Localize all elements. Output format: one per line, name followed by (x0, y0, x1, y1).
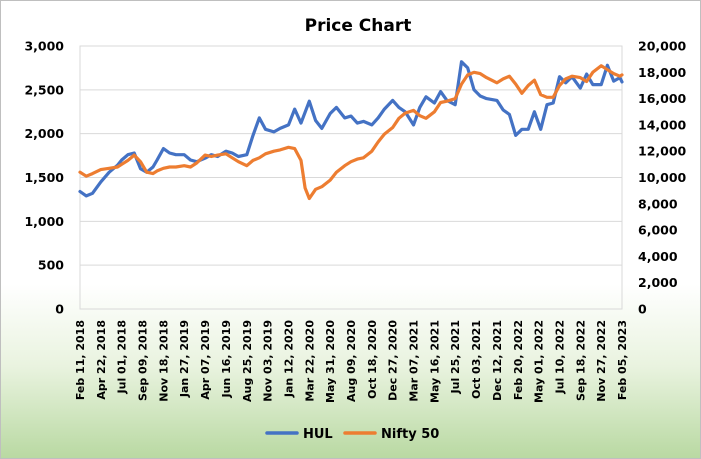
y-left-tick-label: 1,000 (24, 214, 64, 229)
y-left-tick-label: 1,500 (24, 170, 64, 185)
legend-label: Nifty 50 (381, 427, 439, 442)
y-left-tick-label: 2,500 (24, 82, 64, 97)
y-right-tick-label: 12,000 (638, 144, 687, 159)
x-tick-label: Oct 03, 2021 (470, 320, 483, 399)
x-tick-label: Nov 03, 2019 (262, 320, 275, 402)
x-tick-label: Jul 25, 2021 (449, 320, 462, 394)
x-tick-label: Jun 16, 2019 (220, 320, 233, 399)
x-tick-label: Sep 09, 2018 (137, 320, 150, 401)
y-left-tick-label: 2,000 (24, 126, 64, 141)
x-tick-label: Jan 27, 2019 (178, 320, 191, 398)
y-right-tick-label: 8,000 (638, 196, 678, 211)
y-right-tick-label: 10,000 (638, 170, 687, 185)
x-tick-label: May 01, 2022 (533, 320, 546, 403)
x-tick-label: Aug 25, 2019 (241, 320, 254, 402)
x-tick-label: Jan 12, 2020 (282, 320, 295, 398)
x-tick-label: Dec 27, 2020 (387, 320, 400, 401)
y-right-tick-label: 14,000 (638, 117, 687, 132)
series-line-nifty-50 (78, 64, 624, 201)
y-right-tick-label: 2,000 (638, 275, 678, 290)
x-tick-label: Apr 22, 2018 (95, 320, 108, 400)
x-tick-label: Nov 18, 2018 (157, 320, 170, 402)
y-right-tick-label: 0 (638, 302, 647, 317)
y-left-tick-label: 3,000 (24, 39, 64, 54)
x-tick-label: Apr 07, 2019 (199, 320, 212, 400)
y-right-tick-label: 20,000 (638, 39, 687, 54)
y-left-tick-label: 500 (38, 258, 64, 273)
x-tick-label: Aug 09, 2020 (345, 320, 358, 402)
y-left-tick-label: 0 (55, 302, 64, 317)
x-tick-label: Jul 01, 2018 (116, 320, 129, 394)
y-right-tick-label: 18,000 (638, 65, 687, 80)
x-tick-label: May 31, 2020 (324, 320, 337, 403)
x-tick-label: Dec 12, 2021 (491, 320, 504, 401)
legend-label: HUL (303, 427, 333, 442)
x-tick-label: Feb 20, 2022 (512, 320, 525, 400)
x-tick-label: Jul 10, 2022 (553, 320, 566, 394)
x-tick-label: Feb 11, 2018 (74, 320, 87, 400)
x-tick-label: Sep 18, 2022 (574, 320, 587, 401)
x-tick-label: Mar 07, 2021 (408, 320, 421, 402)
x-tick-label: Oct 18, 2020 (366, 320, 379, 399)
x-tick-label: Feb 05, 2023 (616, 320, 629, 400)
series-line-hul (78, 60, 624, 198)
x-tick-label: Mar 22, 2020 (303, 320, 316, 402)
x-tick-label: Nov 27, 2022 (595, 320, 608, 402)
y-right-tick-label: 4,000 (638, 249, 678, 264)
y-right-tick-label: 16,000 (638, 91, 687, 106)
y-right-tick-label: 6,000 (638, 223, 678, 238)
chart-title: Price Chart (305, 16, 412, 36)
x-tick-label: May 16, 2021 (428, 320, 441, 403)
